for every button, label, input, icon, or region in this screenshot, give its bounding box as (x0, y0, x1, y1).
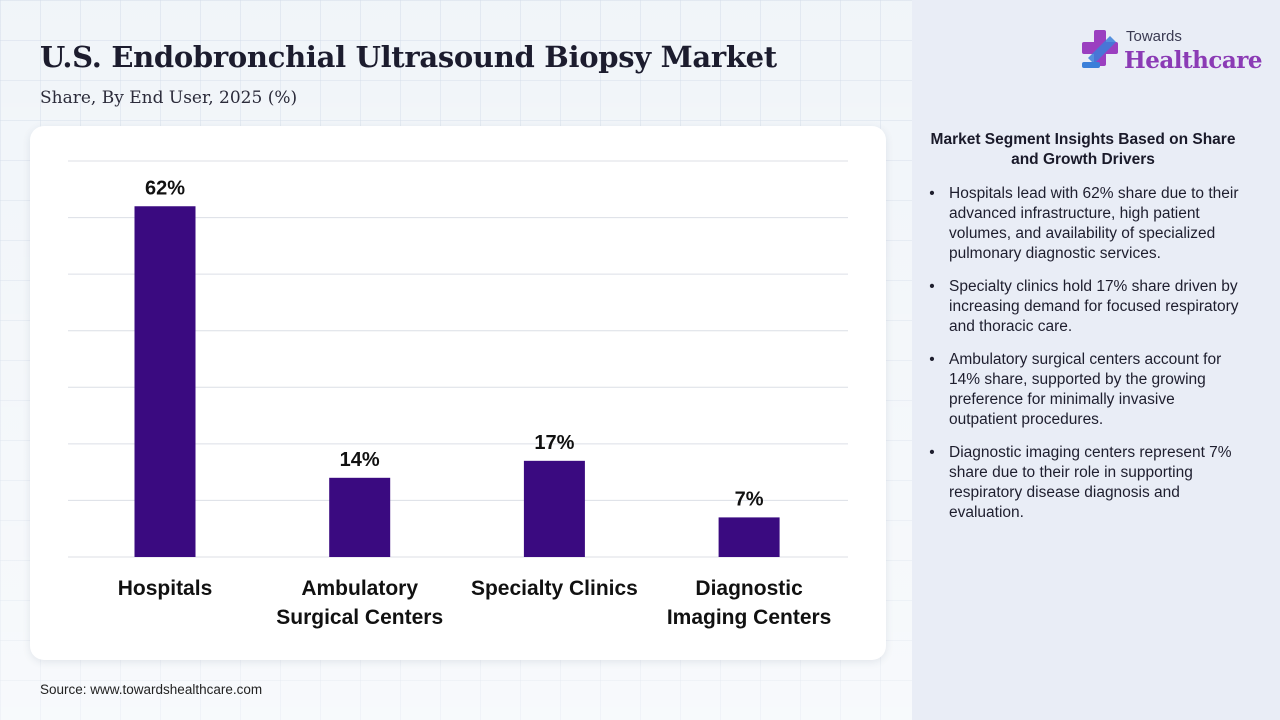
insight-text: Diagnostic imaging centers represent 7% … (949, 444, 1232, 521)
bullet-glyph: • (929, 185, 935, 202)
insight-item: • Specialty clinics hold 17% share driven… (926, 277, 1246, 337)
category-label: Hospitals (118, 577, 213, 600)
bars (134, 206, 780, 557)
category-label: Imaging Centers (667, 606, 832, 629)
bullet-glyph: • (929, 278, 935, 295)
data-label: 7% (735, 488, 764, 510)
insight-text: Ambulatory surgical centers account for … (949, 351, 1222, 428)
bar (718, 517, 780, 557)
medical-cross-logo-icon (1082, 30, 1118, 68)
logo-text-top: Towards (1126, 28, 1182, 45)
page-subtitle: Share, By End User, 2025 (%) (40, 88, 298, 108)
insight-item: • Ambulatory surgical centers account for… (926, 350, 1246, 430)
category-label: Diagnostic (695, 577, 803, 600)
insight-item: • Diagnostic imaging centers represent 7%… (926, 443, 1246, 523)
insights-title: Market Segment Insights Based on Share a… (930, 131, 1236, 168)
data-label: 17% (534, 432, 574, 454)
data-labels: 62% 14% 17% 7% (145, 177, 764, 510)
insights-panel (912, 0, 1280, 720)
bullet-glyph: • (929, 351, 935, 368)
source-note: Source: www.towardshealthcare.com (40, 682, 263, 697)
insight-text: Specialty clinics hold 17% share driven … (949, 278, 1239, 335)
category-label: Specialty Clinics (471, 577, 638, 600)
insight-item: • Hospitals lead with 62% share due to th… (926, 184, 1246, 264)
category-label: Ambulatory (301, 577, 418, 600)
logo-text-main: Healthcare (1124, 47, 1263, 74)
insight-text: Hospitals lead with 62% share due to the… (949, 185, 1239, 262)
gridlines (68, 160, 848, 558)
bullet-glyph: • (929, 444, 935, 461)
bar (523, 460, 585, 557)
data-label: 14% (340, 449, 380, 471)
bar-chart: 62% 14% 17% 7% Hospitals Ambulatory Surgical … (68, 160, 848, 629)
category-labels: Hospitals Ambulatory Surgical Centers Speci… (118, 577, 832, 629)
chart-card: 62% 14% 17% 7% Hospitals Ambulatory Surgical … (30, 126, 886, 660)
data-label: 62% (145, 177, 185, 199)
bar (134, 206, 196, 557)
page-title: U.S. Endobronchial Ultrasound Biopsy Mar… (40, 40, 777, 74)
bar (329, 477, 391, 557)
insights-list: • Hospitals lead with 62% share due to th… (926, 184, 1246, 536)
category-label: Surgical Centers (276, 606, 443, 629)
brand-logo: Towards Healthcare (1080, 28, 1263, 80)
